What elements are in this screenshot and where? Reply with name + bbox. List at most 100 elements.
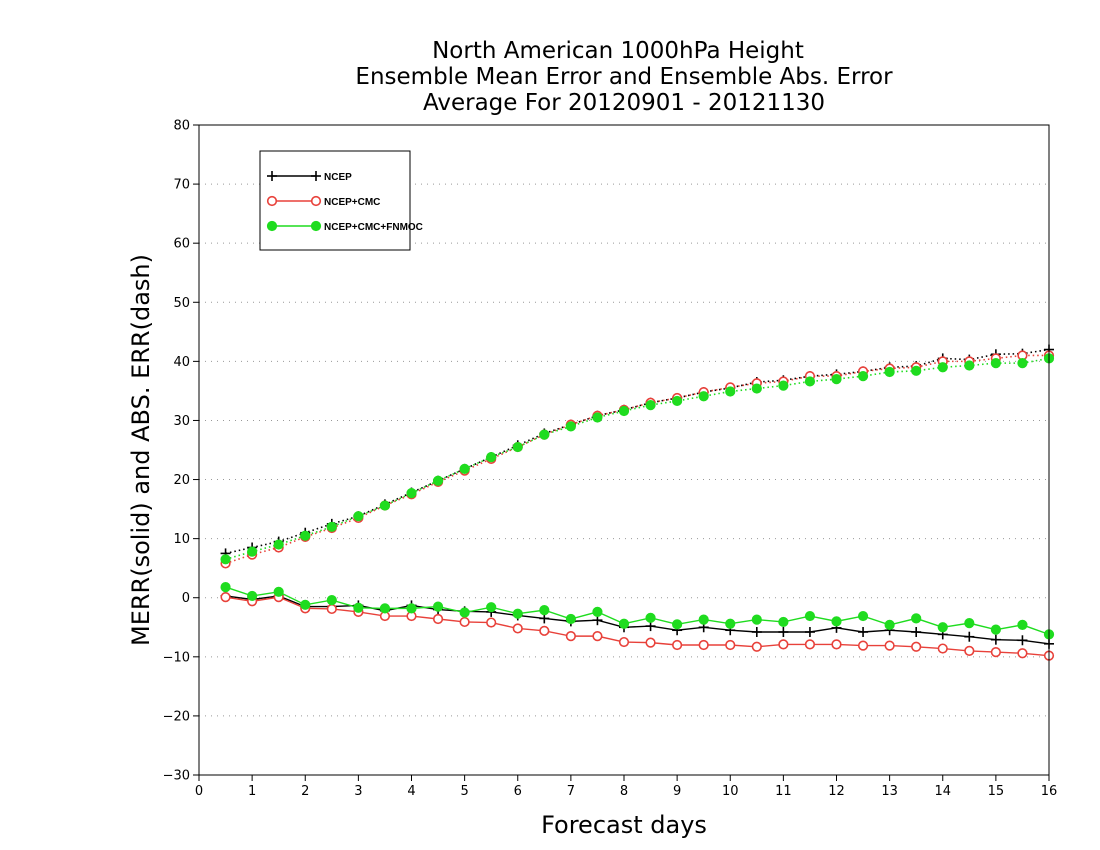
mean-error-point [751, 641, 762, 652]
x-tick-label: 14 [934, 784, 951, 799]
mean-error-point [831, 616, 842, 627]
x-tick-label: 15 [988, 784, 1005, 799]
mean-error-point [831, 639, 842, 650]
mean-error-point [884, 640, 895, 651]
x-tick-label: 12 [828, 784, 845, 799]
y-tick-label: 20 [173, 473, 190, 488]
abs-error-point [804, 376, 816, 387]
mean-error-point [326, 594, 337, 606]
x-tick-label: 4 [407, 784, 415, 799]
mean-error-point [858, 627, 869, 637]
mean-error-point [326, 603, 337, 615]
abs-error-point [884, 366, 895, 378]
chart-title: North American 1000hPa Height Ensemble M… [355, 38, 893, 116]
abs-error-point [937, 362, 948, 373]
abs-error-point [539, 429, 550, 440]
abs-error-point [565, 421, 576, 432]
gridlines [199, 183, 1049, 717]
mean-error-point [672, 619, 683, 630]
mean-error-point [539, 625, 550, 636]
series-layer [220, 344, 1055, 661]
mean-error-point [804, 610, 816, 622]
mean-error-point [990, 624, 1001, 635]
legend-marker [311, 171, 321, 181]
mean-error-point [672, 639, 683, 651]
abs-error-point [725, 386, 736, 397]
abs-error-line [225, 357, 1050, 561]
abs-error-point [645, 399, 656, 411]
mean-error-point [300, 599, 311, 610]
y-tick-label: 80 [173, 119, 190, 134]
mean-error-point [220, 592, 231, 603]
x-tick-label: 16 [1041, 784, 1058, 799]
mean-error-point [565, 631, 576, 642]
mean-error-point [778, 639, 789, 650]
series-ncep-cmc [220, 350, 1055, 661]
abs-error-point [618, 405, 630, 417]
legend-entry-ncep-cmc-fnmoc: NCEP+CMC+FNMOC [266, 220, 423, 233]
mean-error-point [725, 618, 736, 629]
legend-marker [267, 171, 277, 181]
mean-error-point [911, 627, 922, 637]
abs-error-point [512, 441, 523, 453]
legend-label: NCEP+CMC [324, 197, 380, 208]
y-axis: −30 −20 −10 0 10 20 30 40 50 60 70 80 [163, 119, 199, 784]
x-tick-label: 1 [248, 784, 256, 799]
mean-error-point [247, 590, 258, 602]
y-axis-label: MERR(solid) and ABS. ERR(dash) [127, 254, 155, 646]
abs-error-point [406, 488, 417, 499]
mean-error-point [592, 631, 603, 642]
mean-error-point [751, 614, 762, 625]
legend-entry-ncep: NCEP [267, 171, 352, 183]
mean-error-point [884, 619, 895, 631]
mean-error-point [645, 612, 656, 623]
mean-error-point [432, 613, 444, 625]
legend-marker [310, 195, 322, 207]
abs-error-point [379, 500, 391, 511]
series-ncep [220, 344, 1054, 649]
x-tick-label: 5 [460, 784, 468, 799]
mean-error-point [618, 618, 630, 629]
mean-error-point [725, 639, 736, 651]
y-tick-label: −30 [163, 769, 190, 784]
abs-error-point [778, 380, 789, 391]
legend-label: NCEP+CMC+FNMOC [324, 222, 423, 233]
y-tick-label: 10 [173, 532, 190, 547]
mean-error-point [964, 618, 975, 629]
x-axis-label: Forecast days [541, 811, 707, 839]
x-tick-label: 2 [301, 784, 309, 799]
abs-error-point [432, 475, 444, 486]
mean-error-point [379, 603, 391, 614]
mean-error-point [1017, 648, 1028, 659]
y-tick-label: 50 [173, 296, 190, 311]
mean-error-point [565, 613, 576, 625]
mean-error-point [486, 617, 497, 628]
abs-error-point [592, 412, 603, 423]
abs-error-point [326, 521, 337, 532]
abs-error-line [225, 354, 1049, 565]
mean-error-point [645, 637, 656, 648]
abs-error-point [672, 395, 683, 407]
y-tick-label: 60 [173, 237, 190, 252]
mean-error-point [751, 627, 762, 637]
series-ncep-cmc-fnmoc [220, 353, 1055, 640]
mean-error-point [353, 602, 364, 613]
x-tick-label: 0 [195, 784, 203, 799]
y-tick-label: 0 [182, 591, 190, 606]
mean-error-point [539, 605, 550, 616]
mean-error-point [618, 636, 630, 648]
legend-marker [310, 220, 322, 232]
mean-error-point [911, 641, 922, 652]
legend-entry-ncep-cmc: NCEP+CMC [266, 195, 380, 208]
mean-error-point [778, 627, 789, 637]
mean-error-point [486, 602, 497, 613]
legend-marker [266, 220, 278, 232]
chart-title-line-2: Ensemble Mean Error and Ensemble Abs. Er… [355, 64, 893, 90]
y-tick-label: 30 [173, 414, 190, 429]
chart-title-line-3: Average For 20120901 - 20121130 [423, 90, 825, 116]
x-tick-label: 10 [722, 784, 739, 799]
mean-error-point [432, 601, 444, 612]
mean-error-point [273, 586, 284, 597]
abs-error-point [857, 371, 869, 382]
